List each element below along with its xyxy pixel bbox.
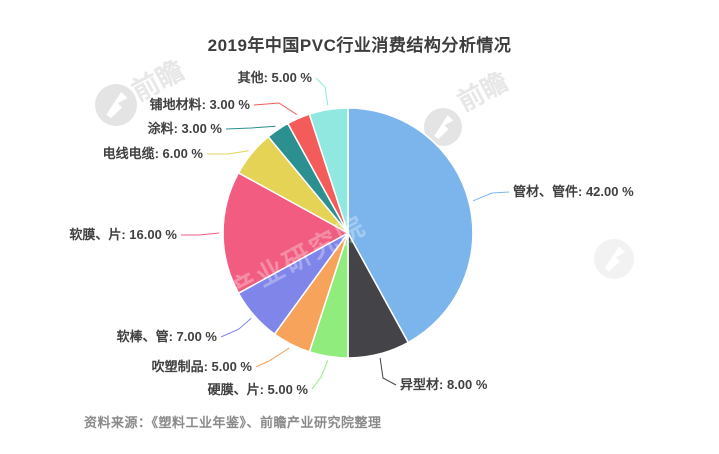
label-connector-profiles <box>379 357 397 386</box>
pie-label-soft-rod-tube: 软棒、管: 7.00 % <box>116 329 217 344</box>
pie-slice-soft-film-sheet[interactable] <box>222 172 349 294</box>
label-connector-soft-film-sheet <box>181 232 220 236</box>
pie-label-flooring: 铺地材料: 3.00 % <box>149 97 250 112</box>
pie-label-others: 其他: 5.00 % <box>237 70 312 85</box>
label-connector-flooring <box>253 102 298 116</box>
label-connector-coatings <box>225 125 276 130</box>
pie-label-pipes-fittings: 管材、管件: 42.00 % <box>513 184 634 199</box>
pie-slice-others[interactable] <box>308 107 349 234</box>
pie-label-soft-film-sheet: 软膜、片: 16.00 % <box>69 227 177 242</box>
pie-label-rigid-film-sheet: 硬膜、片: 5.00 % <box>207 382 308 397</box>
pie-slice-pipes-fittings[interactable] <box>347 107 474 344</box>
label-connector-rigid-film-sheet <box>311 360 329 390</box>
pie-label-blow-molded: 吹塑制品: 5.00 % <box>151 359 252 374</box>
label-connector-others <box>315 77 329 106</box>
label-connector-blow-molded <box>255 347 290 368</box>
label-connector-pipes-fittings <box>472 191 510 202</box>
label-connector-wire-cable <box>207 150 249 155</box>
chart-title: 2019年中国PVC行业消费结构分析情况 <box>207 36 512 55</box>
source-note: 资料来源：《塑料工业年鉴》、前瞻产业研究院整理 <box>84 415 382 430</box>
label-connector-soft-rod-tube <box>220 317 252 338</box>
pie-label-wire-cable: 电线电缆: 6.00 % <box>102 146 203 161</box>
pie-label-coatings: 涂料: 3.00 % <box>147 121 222 136</box>
pie-label-profiles: 异型材: 8.00 % <box>400 377 488 392</box>
